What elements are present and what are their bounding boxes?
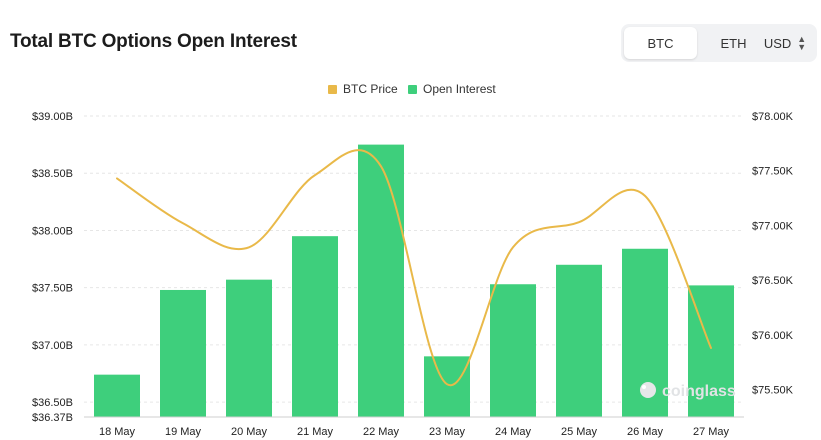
x-tick-label: 25 May [561, 426, 598, 438]
currency-value: USD [763, 35, 792, 51]
bar-open-interest[interactable] [556, 264, 602, 417]
y-right-tick-label: $78.00K [752, 111, 794, 123]
y-left-tick-label: $38.00B [32, 225, 73, 237]
y-left-tick-label: $38.50B [32, 168, 73, 180]
bar-open-interest[interactable] [226, 279, 272, 417]
bar-open-interest[interactable] [490, 284, 536, 417]
x-tick-label: 23 May [429, 426, 466, 438]
coin-option-eth[interactable]: ETH [720, 35, 747, 51]
series-line-btc-price[interactable] [116, 149, 712, 387]
bar-open-interest[interactable] [292, 236, 338, 417]
bar-open-interest[interactable] [160, 289, 206, 417]
bar-open-interest[interactable] [358, 144, 404, 417]
currency-select[interactable]: USD ▲ ▼ [753, 24, 817, 62]
legend-swatch-btc-price [328, 85, 337, 94]
y-right-tick-label: $77.00K [752, 220, 794, 232]
x-tick-label: 27 May [693, 426, 730, 438]
svg-text:coinglass: coinglass [662, 383, 736, 400]
x-tick-label: 19 May [165, 426, 202, 438]
legend-swatch-open-interest [408, 85, 417, 94]
x-tick-label: 26 May [627, 426, 664, 438]
legend-label-open-interest: Open Interest [423, 82, 496, 96]
legend: BTC Price Open Interest [328, 82, 496, 96]
bar-open-interest[interactable] [94, 374, 140, 417]
coinglass-watermark: coinglass [640, 382, 736, 400]
x-tick-label: 22 May [363, 426, 400, 438]
x-tick-label: 18 May [99, 426, 136, 438]
x-tick-label: 21 May [297, 426, 334, 438]
bar-open-interest[interactable] [424, 356, 470, 417]
chevron-up-down-icon: ▲ ▼ [797, 34, 807, 52]
legend-label-btc-price: BTC Price [343, 82, 398, 96]
coin-option-btc[interactable]: BTC [624, 27, 697, 59]
page-title: Total BTC Options Open Interest [10, 31, 297, 52]
y-left-tick-label: $37.00B [32, 340, 73, 352]
y-right-tick-label: $77.50K [752, 166, 794, 178]
x-tick-label: 20 May [231, 426, 268, 438]
y-left-tick-label: $36.50B [32, 397, 73, 409]
y-left-tick-label: $39.00B [32, 111, 73, 123]
coin-toggle: BTC ETH [621, 24, 773, 62]
x-tick-label: 24 May [495, 426, 532, 438]
y-right-tick-label: $75.50K [752, 385, 794, 397]
y-right-tick-label: $76.50K [752, 275, 794, 287]
y-right-tick-label: $76.00K [752, 330, 794, 342]
y-left-tick-label: $37.50B [32, 283, 73, 295]
y-left-tick-label: $36.37B [32, 412, 73, 424]
